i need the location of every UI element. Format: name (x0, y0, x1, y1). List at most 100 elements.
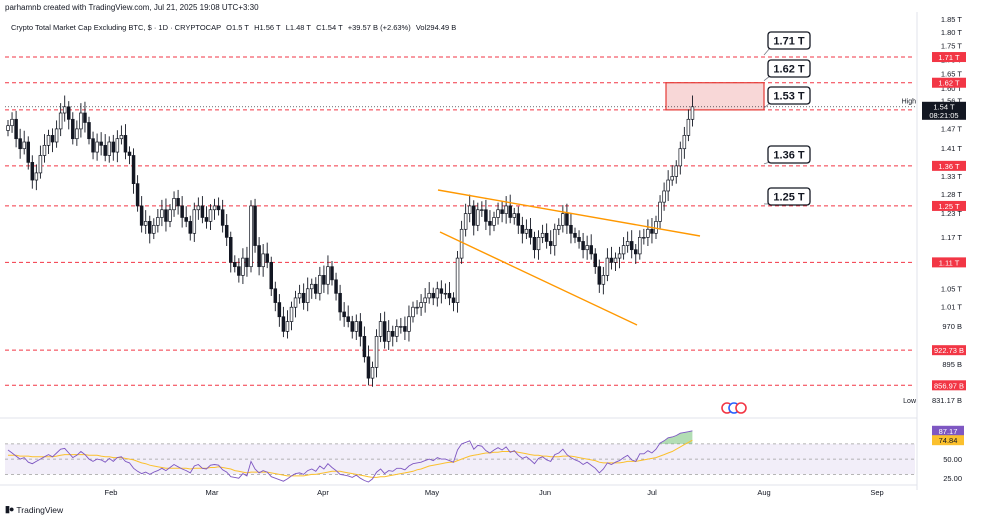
candle-body (160, 209, 164, 218)
price-tick-label: 1.75 T (941, 42, 963, 51)
candle-body (156, 217, 160, 226)
candle-body (524, 228, 529, 234)
annotation-label: 1.71 T (773, 36, 804, 48)
candle-body (439, 288, 444, 294)
candle-body (103, 144, 107, 156)
candle-body (99, 141, 103, 146)
candle-body (172, 198, 176, 211)
candle-body (249, 205, 253, 268)
candle-body (386, 331, 391, 342)
candle-body (10, 118, 14, 127)
candle-body (123, 135, 128, 153)
candle-body (354, 321, 359, 332)
price-tick-label: 1.33 T (941, 172, 963, 181)
candle-body (58, 112, 63, 130)
candle-body (435, 288, 440, 299)
candle-body (38, 155, 43, 174)
price-tick-label: 1.65 T (941, 70, 963, 79)
candle-body (71, 118, 75, 140)
candle-body (330, 266, 334, 281)
ohlc-high: H1.56 T (254, 23, 281, 32)
candle-body (378, 321, 383, 337)
candle-body (245, 257, 249, 268)
candle-body (310, 283, 314, 290)
rsi-tick-label: 25.00 (943, 474, 962, 483)
candle-body (265, 253, 269, 263)
candle-body (50, 135, 55, 143)
candle-body (216, 205, 221, 211)
candle-body (322, 275, 326, 285)
resistance-zone (665, 82, 765, 111)
last-price-value: 1.54 T (933, 102, 955, 111)
candle-body (467, 205, 472, 214)
candle-body (419, 302, 423, 308)
candle-body (504, 205, 508, 214)
annotation-label: 1.25 T (773, 192, 804, 204)
price-tick-label: 1.23 T (941, 209, 963, 218)
time-tick-label: Apr (317, 488, 329, 497)
candle-body (646, 228, 650, 238)
candle-body (184, 217, 188, 222)
candle-body (180, 205, 184, 218)
bar-countdown: 08:21:05 (929, 111, 958, 120)
candle-body (605, 257, 610, 276)
candle-body (79, 112, 83, 130)
rsi-value-tag (932, 425, 964, 436)
time-tick-label: Jul (647, 488, 657, 497)
time-tick-label: Mar (206, 488, 219, 497)
candle-body (152, 224, 156, 234)
candle-body (305, 288, 310, 303)
candle-body (395, 326, 399, 337)
candle-body (115, 138, 120, 153)
event-flag-icon (735, 402, 747, 414)
candle-body (269, 262, 274, 290)
rsi-band (5, 443, 915, 475)
level-price-tag-label: 1.62 T (938, 79, 960, 88)
candle-body (127, 151, 132, 156)
candle-body (66, 106, 71, 120)
candle-body (540, 232, 545, 238)
symbol-title[interactable]: Crypto Total Market Cap Excluding BTC, $… (11, 23, 222, 32)
candle-body (411, 306, 415, 318)
candle-body (528, 228, 533, 238)
annotation-label: 1.36 T (773, 150, 804, 162)
candle-body (666, 179, 670, 192)
low-label: Low (903, 398, 917, 405)
candle-body (176, 198, 180, 207)
candle-body (164, 209, 168, 222)
level-price-tag-label: 856.97 B (934, 381, 964, 390)
candle-body (532, 237, 537, 251)
candle-body (6, 125, 10, 131)
candle-body (589, 245, 593, 255)
candles (6, 95, 695, 387)
annotation-label: 1.53 T (773, 91, 804, 103)
candle-body (609, 257, 614, 263)
candle-body (638, 237, 642, 255)
candle-body (107, 141, 111, 156)
candle-body (83, 112, 87, 123)
candle-body (289, 306, 294, 322)
candle-body (658, 201, 662, 222)
candle-body (139, 205, 144, 226)
candle-body (427, 292, 431, 299)
candle-body (690, 106, 695, 120)
candle-body (261, 253, 265, 268)
candle-body (366, 356, 371, 379)
level-price-tag (932, 380, 966, 391)
candle-body (297, 292, 302, 299)
candle-body (654, 221, 658, 234)
level-price-tag (932, 77, 966, 88)
candle-body (200, 205, 205, 218)
candle-body (536, 237, 541, 251)
tradingview-logo[interactable]: ▮● TradingView (5, 504, 63, 515)
candle-body (686, 118, 691, 136)
candle-body (334, 279, 338, 294)
annotation-box (767, 187, 811, 206)
candle-body (488, 221, 492, 226)
candle-body (642, 237, 646, 239)
candle-body (443, 292, 448, 295)
candle-body (241, 257, 245, 276)
candle-body (512, 213, 516, 218)
rsi-line (7, 430, 693, 483)
